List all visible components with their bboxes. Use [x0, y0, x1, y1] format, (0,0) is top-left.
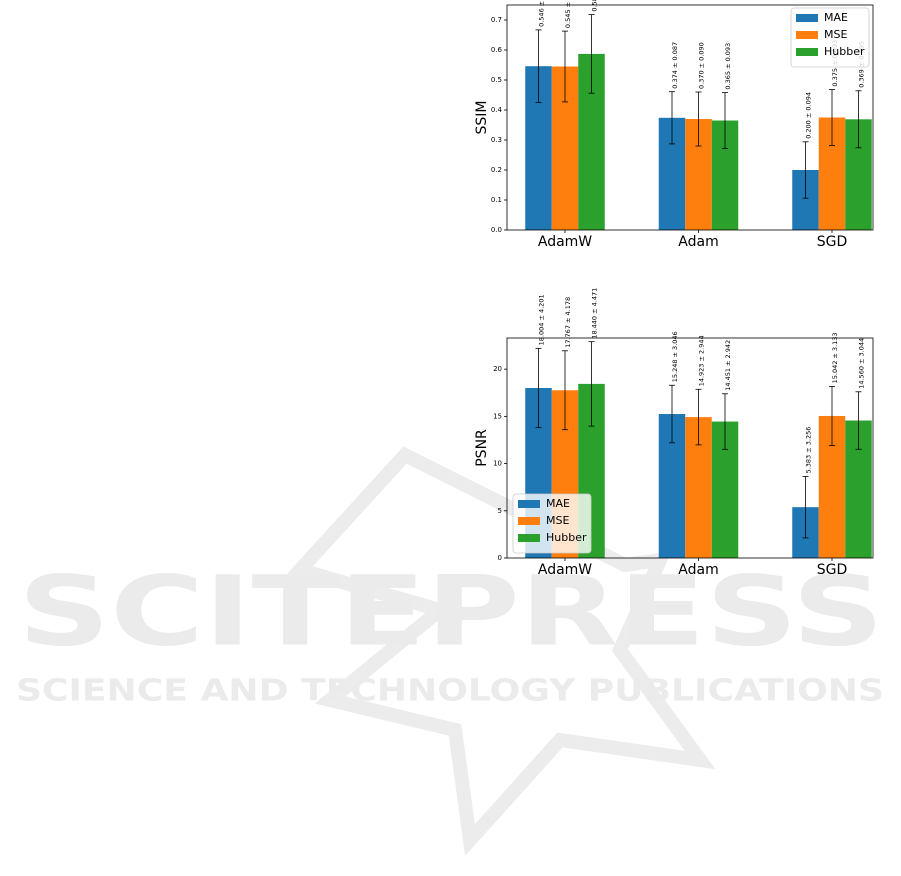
- chart: 0.0 0.1 0.2 0.3 0.4 0.5 0.6 0.7 AdamW Adam SGD 0.54…: [474, 0, 874, 250]
- y-tick-label: 20: [493, 365, 502, 373]
- legend: MAE MSE Hubber: [790, 7, 870, 68]
- legend-label: Hubber: [546, 531, 587, 544]
- y-tick-label: 5: [498, 507, 502, 515]
- y-tick-label: 10: [493, 460, 502, 468]
- y-tick-label: 0.2: [491, 166, 502, 174]
- value-label: 15.042 ± 3.133: [831, 332, 839, 383]
- plot-frame: [506, 337, 874, 559]
- value-label: 18.440 ± 4.471: [591, 288, 599, 339]
- legend-label: MSE: [546, 514, 569, 527]
- y-tick-label: 0.1: [491, 196, 502, 204]
- value-label: 0.545 ± 0.118: [564, 0, 572, 28]
- plot-frame: [506, 4, 874, 231]
- legend-swatch: [796, 31, 818, 39]
- x-tick-label: SGD: [817, 562, 848, 578]
- value-label: 0.365 ± 0.093: [724, 43, 732, 90]
- x-tick-label: Adam: [678, 562, 718, 578]
- legend-swatch: [796, 14, 818, 22]
- legend-label: MSE: [824, 28, 847, 41]
- watermark-title: SCITEPRESS: [18, 555, 884, 667]
- value-label: 14.923 ± 2.944: [698, 335, 706, 386]
- y-tick-label: 15: [493, 412, 502, 420]
- y-tick-label: 0.7: [491, 16, 502, 24]
- value-label: 18.004 ± 4.201: [538, 294, 546, 345]
- value-label: 0.370 ± 0.090: [698, 42, 706, 89]
- y-axis-label: SSIM: [474, 101, 490, 135]
- y-tick-label: 0.3: [491, 136, 502, 144]
- legend-label: MAE: [824, 11, 848, 24]
- y-axis-label: PSNR: [474, 429, 490, 467]
- legend-label: MAE: [546, 497, 570, 510]
- watermark-shape: [287, 446, 716, 856]
- y-tick-label: 0.5: [491, 76, 502, 84]
- legend: MAE MSE Hubber: [512, 493, 592, 554]
- value-label: 0.546 ± 0.121: [538, 0, 546, 27]
- chart: 0 5 10 15 20 AdamW Adam SGD 18.004 ± 4.201 15.248…: [474, 288, 874, 578]
- legend-swatch: [518, 517, 540, 525]
- value-label: 0.374 ± 0.087: [671, 42, 679, 89]
- y-tick-label: 0.4: [491, 106, 503, 114]
- legend-swatch: [796, 48, 818, 56]
- value-label: 0.200 ± 0.094: [805, 92, 813, 139]
- x-tick-label: Adam: [678, 234, 718, 250]
- value-label: 0.587 ± 0.131: [591, 0, 599, 12]
- value-label: 15.248 ± 3.046: [671, 331, 679, 382]
- legend-label: Hubber: [824, 45, 865, 58]
- y-tick-label: 0.0: [491, 226, 502, 234]
- x-tick-label: AdamW: [538, 234, 592, 250]
- watermark-subtitle: SCIENCE AND TECHNOLOGY PUBLICATIONS: [16, 674, 884, 709]
- watermark: SCITEPRESS SCIENCE AND TECHNOLOGY PUBLIC…: [16, 446, 884, 856]
- y-tick-label: 0.6: [491, 46, 503, 54]
- value-label: 14.451 ± 2.942: [724, 340, 732, 391]
- value-label: 14.560 ± 3.044: [858, 338, 866, 389]
- value-label: 17.767 ± 4.178: [564, 297, 572, 348]
- x-tick-label: SGD: [817, 234, 848, 250]
- legend-swatch: [518, 534, 540, 542]
- y-tick-label: 0: [498, 554, 502, 562]
- x-tick-label: AdamW: [538, 562, 592, 578]
- value-label: 5.383 ± 3.256: [805, 427, 813, 474]
- legend-swatch: [518, 500, 540, 508]
